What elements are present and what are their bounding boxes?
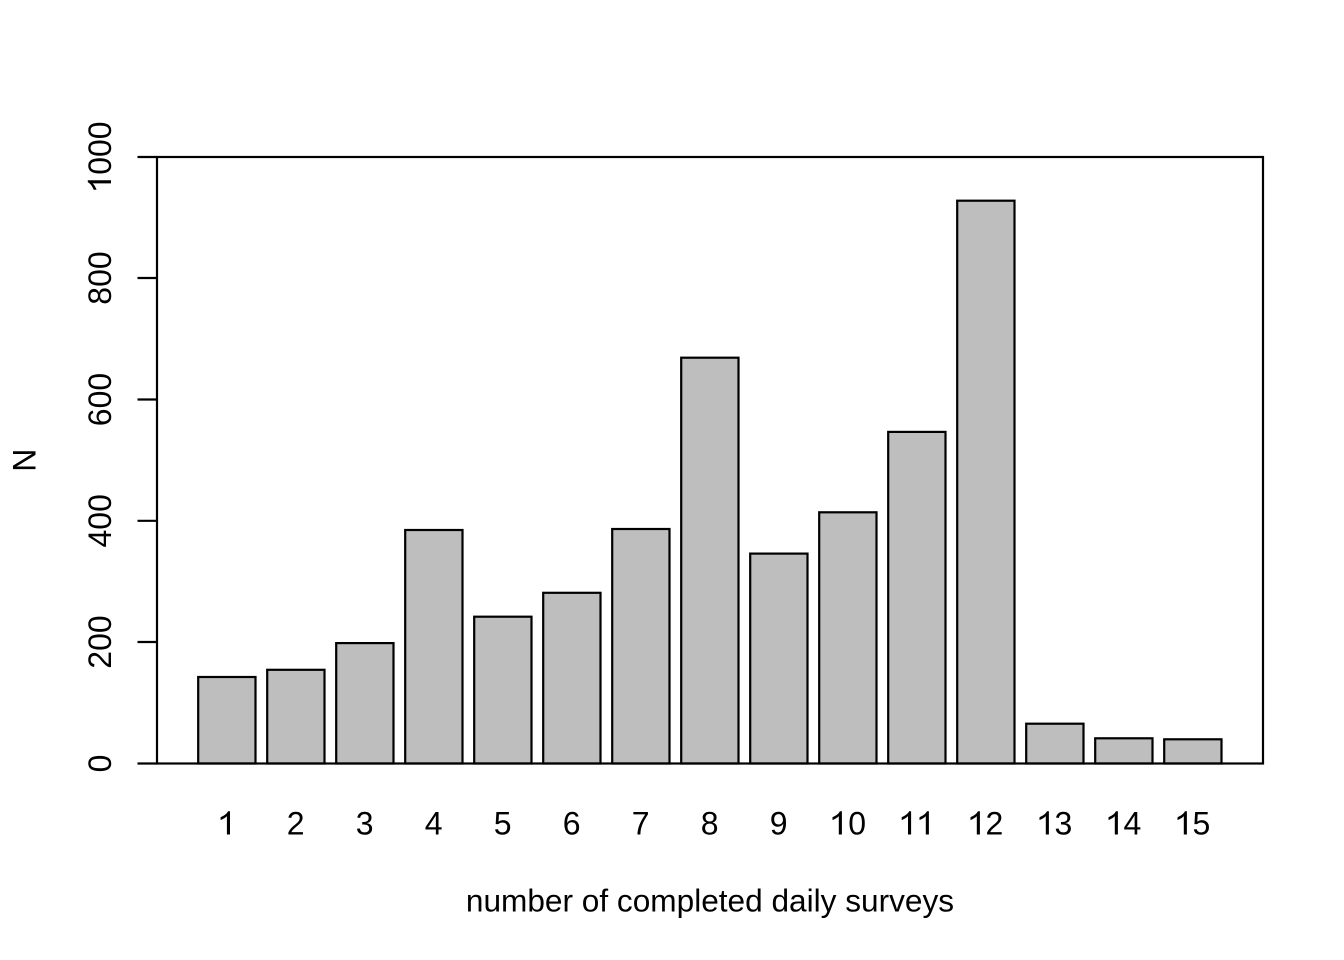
svg-text:000: 000 bbox=[82, 121, 118, 174]
svg-text:3: 3 bbox=[356, 806, 374, 842]
svg-text:number of completed daily surv: number of completed daily surveys bbox=[466, 882, 954, 918]
svg-text:4: 4 bbox=[1124, 806, 1142, 842]
svg-text:N: N bbox=[7, 449, 43, 472]
svg-text:8: 8 bbox=[701, 806, 719, 842]
svg-text:600: 600 bbox=[82, 373, 118, 426]
svg-text:0: 0 bbox=[848, 806, 866, 842]
svg-text:200: 200 bbox=[82, 615, 118, 668]
svg-text:400: 400 bbox=[82, 494, 118, 547]
svg-text:2: 2 bbox=[986, 806, 1004, 842]
svg-text:4: 4 bbox=[425, 806, 443, 842]
svg-text:9: 9 bbox=[770, 806, 788, 842]
svg-text:7: 7 bbox=[632, 806, 650, 842]
svg-text:2: 2 bbox=[287, 806, 305, 842]
svg-text:6: 6 bbox=[563, 806, 581, 842]
svg-text:3: 3 bbox=[1055, 806, 1073, 842]
svg-text:5: 5 bbox=[494, 806, 512, 842]
svg-text:0: 0 bbox=[82, 755, 118, 773]
svg-text:800: 800 bbox=[82, 251, 118, 304]
svg-text:5: 5 bbox=[1193, 806, 1211, 842]
